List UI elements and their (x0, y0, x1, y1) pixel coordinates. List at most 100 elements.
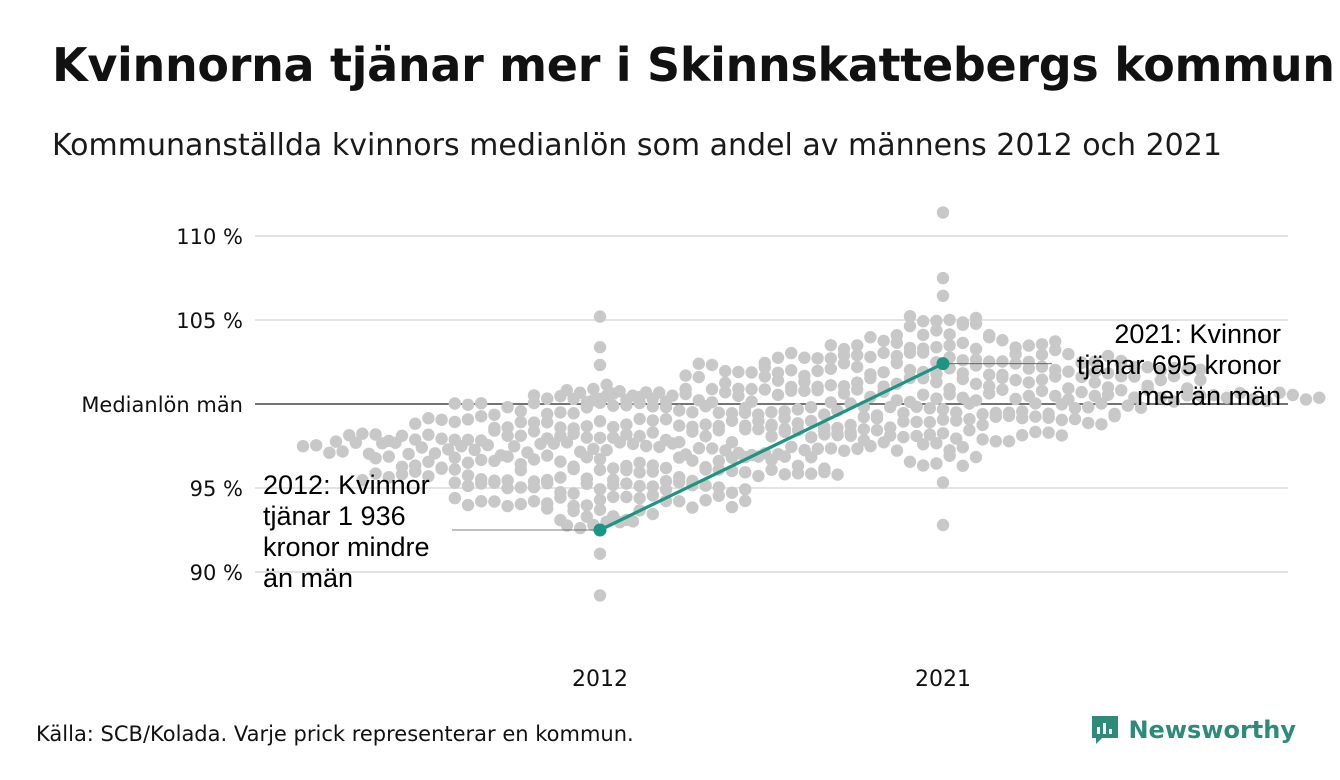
swarm-dot (1181, 363, 1194, 377)
swarm-dot (1167, 370, 1181, 383)
swarm-dot (587, 394, 600, 407)
swarm-dot (719, 386, 732, 399)
swarm-dot (640, 439, 653, 453)
swarm-dot (1101, 388, 1115, 401)
swarm-dot (1062, 347, 1075, 361)
swarm-dot (1016, 411, 1029, 425)
annotation-line: än män (263, 563, 353, 593)
swarm-dot (1075, 370, 1088, 384)
swarm-dot (1134, 401, 1148, 414)
swarm-dot (653, 386, 666, 399)
swarm-dot (910, 415, 923, 429)
chart-labels: 90 % 95 % Medianlön män 105 % 110 % 2012 2021 2… (81, 225, 1281, 692)
annotation-leaders (452, 363, 1052, 531)
swarm-dot (488, 454, 501, 468)
swarm-dot (554, 471, 567, 484)
swarm-dot (646, 414, 659, 427)
swarm-dot (514, 497, 527, 511)
swarm-dot (739, 423, 752, 436)
swarm-dot (1022, 362, 1035, 375)
swarm-dot (930, 314, 943, 328)
swarm-dot (541, 449, 554, 462)
swarm-dot (844, 426, 857, 439)
swarm-dot (1009, 373, 1022, 387)
swarm-dot (745, 382, 758, 396)
swarm-dot (501, 499, 514, 513)
swarm-dot (725, 486, 739, 499)
swarm-dot (983, 355, 996, 368)
swarm-dot (930, 392, 943, 405)
swarm-dot (785, 384, 798, 397)
swarm-dot (705, 382, 719, 396)
swarm-dot (877, 334, 890, 348)
swarm-dot (673, 419, 686, 432)
swarm-dot (798, 384, 811, 397)
swarm-dot (607, 420, 620, 434)
swarm-dot (930, 457, 943, 470)
swarm-dot (765, 430, 778, 443)
swarm-dot (910, 429, 923, 443)
swarm-dot (1062, 382, 1075, 395)
swarm-dot (745, 395, 758, 408)
swarm-dot (719, 376, 732, 390)
swarm-dot (639, 386, 653, 399)
swarm-dot (593, 310, 607, 323)
swarm-dot (389, 436, 402, 449)
swarm-dot (771, 388, 785, 402)
swarm-dot (1082, 416, 1095, 430)
swarm-dot (448, 463, 461, 476)
swarm-dot (1035, 360, 1049, 373)
swarm-dot (593, 483, 607, 496)
swarm-dot (1082, 401, 1095, 414)
swarm-dot (679, 387, 692, 401)
swarm-dot (409, 465, 422, 478)
swarm-dot (686, 501, 699, 514)
swarm-dot (1088, 376, 1102, 389)
swarm-dot (936, 518, 950, 532)
swarm-dot (956, 441, 969, 454)
swarm-dot (739, 466, 752, 479)
swarm-dot (976, 433, 989, 446)
swarm-dot (824, 352, 837, 365)
swarm-dot (956, 459, 969, 472)
swarm-dot (461, 456, 475, 469)
swarm-dot (837, 387, 851, 400)
swarm-dot (349, 436, 362, 449)
annotation-line: tjänar 695 kronor (1077, 350, 1281, 380)
swarm-dot (831, 468, 844, 481)
swarm-dot (963, 413, 976, 426)
swarm-dot (613, 385, 626, 398)
swarm-dot (989, 410, 1002, 423)
swarm-dot (607, 399, 620, 412)
swarm-dot (923, 416, 936, 429)
swarm-dot (574, 521, 587, 535)
swarm-dot (620, 477, 633, 490)
swarm-dot (1035, 348, 1049, 361)
brand-name: Newsworthy (1128, 716, 1296, 744)
highlight-line (593, 357, 950, 537)
swarm-dot (461, 413, 475, 426)
swarm-dot (369, 428, 382, 441)
swarm-dot (686, 406, 699, 419)
swarm-dot (890, 356, 903, 370)
swarm-dot (884, 400, 897, 414)
swarm-dot (897, 415, 910, 428)
swarm-dots (296, 206, 1326, 602)
swarm-dot (587, 442, 600, 456)
swarm-dot (739, 494, 752, 508)
swarm-dot (811, 352, 824, 365)
swarm-dot (666, 437, 679, 450)
swarm-dot (376, 437, 389, 450)
swarm-dot (712, 489, 725, 502)
swarm-dot (791, 403, 804, 416)
swarm-dot (580, 431, 593, 444)
swarm-dot (943, 388, 956, 401)
swarm-dot (560, 519, 574, 532)
swarm-dot (580, 420, 593, 433)
swarm-dot (593, 547, 607, 560)
swarm-dot (435, 462, 448, 475)
swarm-dot (805, 467, 818, 480)
highlight-point (593, 523, 607, 537)
swarm-dot (646, 400, 659, 413)
swarm-dot (508, 440, 521, 453)
